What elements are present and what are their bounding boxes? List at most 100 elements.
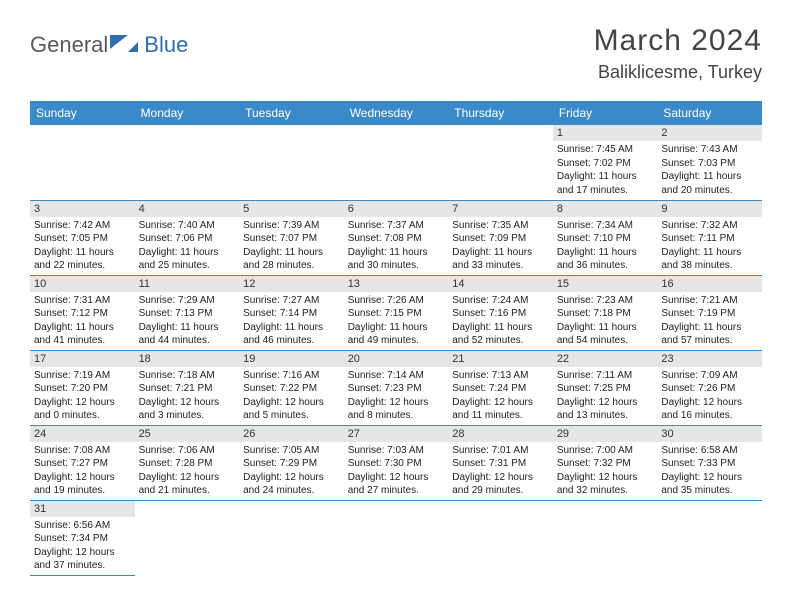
daylight-text: Daylight: 11 hours and 25 minutes.	[139, 246, 236, 273]
calendar-day-cell: 10Sunrise: 7:31 AMSunset: 7:12 PMDayligh…	[30, 275, 135, 350]
daylight-text: Daylight: 11 hours and 30 minutes.	[348, 246, 445, 273]
calendar-day-cell: 28Sunrise: 7:01 AMSunset: 7:31 PMDayligh…	[448, 425, 553, 500]
sunset-text: Sunset: 7:14 PM	[243, 307, 340, 321]
day-info: Sunrise: 7:05 AMSunset: 7:29 PMDaylight:…	[239, 442, 344, 498]
calendar-day-cell: 14Sunrise: 7:24 AMSunset: 7:16 PMDayligh…	[448, 275, 553, 350]
day-number: 9	[657, 201, 762, 217]
weekday-header: Saturday	[657, 101, 762, 125]
daylight-text: Daylight: 12 hours and 0 minutes.	[34, 396, 131, 423]
day-info: Sunrise: 7:27 AMSunset: 7:14 PMDaylight:…	[239, 292, 344, 348]
calendar-day-cell: 26Sunrise: 7:05 AMSunset: 7:29 PMDayligh…	[239, 425, 344, 500]
logo: General Blue	[30, 32, 188, 58]
sunrise-text: Sunrise: 7:27 AM	[243, 294, 340, 308]
sunrise-text: Sunrise: 7:06 AM	[139, 444, 236, 458]
sunrise-text: Sunrise: 7:29 AM	[139, 294, 236, 308]
calendar-day-cell: 21Sunrise: 7:13 AMSunset: 7:24 PMDayligh…	[448, 350, 553, 425]
day-info: Sunrise: 7:16 AMSunset: 7:22 PMDaylight:…	[239, 367, 344, 423]
calendar-day-cell: 18Sunrise: 7:18 AMSunset: 7:21 PMDayligh…	[135, 350, 240, 425]
day-info: Sunrise: 7:31 AMSunset: 7:12 PMDaylight:…	[30, 292, 135, 348]
calendar-body: 1Sunrise: 7:45 AMSunset: 7:02 PMDaylight…	[30, 125, 762, 575]
day-info: Sunrise: 7:03 AMSunset: 7:30 PMDaylight:…	[344, 442, 449, 498]
calendar-day-cell: 29Sunrise: 7:00 AMSunset: 7:32 PMDayligh…	[553, 425, 658, 500]
sunrise-text: Sunrise: 7:09 AM	[661, 369, 758, 383]
day-number: 13	[344, 276, 449, 292]
daylight-text: Daylight: 11 hours and 20 minutes.	[661, 170, 758, 197]
day-number: 28	[448, 426, 553, 442]
sunset-text: Sunset: 7:30 PM	[348, 457, 445, 471]
sunset-text: Sunset: 7:34 PM	[34, 532, 131, 546]
calendar-day-cell	[30, 125, 135, 200]
sunset-text: Sunset: 7:09 PM	[452, 232, 549, 246]
sunset-text: Sunset: 7:27 PM	[34, 457, 131, 471]
calendar-day-cell: 11Sunrise: 7:29 AMSunset: 7:13 PMDayligh…	[135, 275, 240, 350]
day-info: Sunrise: 7:32 AMSunset: 7:11 PMDaylight:…	[657, 217, 762, 273]
day-number: 17	[30, 351, 135, 367]
calendar-week-row: 1Sunrise: 7:45 AMSunset: 7:02 PMDaylight…	[30, 125, 762, 200]
month-title: March 2024	[594, 24, 762, 58]
day-number: 27	[344, 426, 449, 442]
sunrise-text: Sunrise: 7:24 AM	[452, 294, 549, 308]
day-info: Sunrise: 7:40 AMSunset: 7:06 PMDaylight:…	[135, 217, 240, 273]
calendar-week-row: 10Sunrise: 7:31 AMSunset: 7:12 PMDayligh…	[30, 275, 762, 350]
logo-sail-icon	[110, 35, 128, 49]
calendar-day-cell: 5Sunrise: 7:39 AMSunset: 7:07 PMDaylight…	[239, 200, 344, 275]
sunrise-text: Sunrise: 7:35 AM	[452, 219, 549, 233]
day-info: Sunrise: 7:09 AMSunset: 7:26 PMDaylight:…	[657, 367, 762, 423]
sunset-text: Sunset: 7:19 PM	[661, 307, 758, 321]
day-number: 1	[553, 125, 658, 141]
sunrise-text: Sunrise: 7:05 AM	[243, 444, 340, 458]
calendar-day-cell: 3Sunrise: 7:42 AMSunset: 7:05 PMDaylight…	[30, 200, 135, 275]
daylight-text: Daylight: 11 hours and 28 minutes.	[243, 246, 340, 273]
daylight-text: Daylight: 11 hours and 22 minutes.	[34, 246, 131, 273]
sunset-text: Sunset: 7:31 PM	[452, 457, 549, 471]
sunset-text: Sunset: 7:18 PM	[557, 307, 654, 321]
daylight-text: Daylight: 12 hours and 19 minutes.	[34, 471, 131, 498]
sunrise-text: Sunrise: 7:18 AM	[139, 369, 236, 383]
day-number: 16	[657, 276, 762, 292]
calendar-day-cell	[135, 125, 240, 200]
day-info: Sunrise: 7:29 AMSunset: 7:13 PMDaylight:…	[135, 292, 240, 348]
daylight-text: Daylight: 11 hours and 49 minutes.	[348, 321, 445, 348]
day-info: Sunrise: 7:01 AMSunset: 7:31 PMDaylight:…	[448, 442, 553, 498]
day-info: Sunrise: 7:21 AMSunset: 7:19 PMDaylight:…	[657, 292, 762, 348]
sunset-text: Sunset: 7:23 PM	[348, 382, 445, 396]
day-info: Sunrise: 7:26 AMSunset: 7:15 PMDaylight:…	[344, 292, 449, 348]
daylight-text: Daylight: 11 hours and 57 minutes.	[661, 321, 758, 348]
day-info: Sunrise: 7:14 AMSunset: 7:23 PMDaylight:…	[344, 367, 449, 423]
sunset-text: Sunset: 7:16 PM	[452, 307, 549, 321]
calendar-day-cell: 25Sunrise: 7:06 AMSunset: 7:28 PMDayligh…	[135, 425, 240, 500]
sunrise-text: Sunrise: 7:34 AM	[557, 219, 654, 233]
day-number: 26	[239, 426, 344, 442]
sunrise-text: Sunrise: 7:13 AM	[452, 369, 549, 383]
sunrise-text: Sunrise: 7:11 AM	[557, 369, 654, 383]
day-info: Sunrise: 7:13 AMSunset: 7:24 PMDaylight:…	[448, 367, 553, 423]
location: Baliklicesme, Turkey	[594, 62, 762, 83]
sunrise-text: Sunrise: 7:23 AM	[557, 294, 654, 308]
daylight-text: Daylight: 11 hours and 38 minutes.	[661, 246, 758, 273]
calendar-day-cell: 31Sunrise: 6:56 AMSunset: 7:34 PMDayligh…	[30, 500, 135, 575]
daylight-text: Daylight: 11 hours and 17 minutes.	[557, 170, 654, 197]
daylight-text: Daylight: 12 hours and 5 minutes.	[243, 396, 340, 423]
sunrise-text: Sunrise: 7:00 AM	[557, 444, 654, 458]
daylight-text: Daylight: 12 hours and 8 minutes.	[348, 396, 445, 423]
sunset-text: Sunset: 7:25 PM	[557, 382, 654, 396]
calendar-day-cell: 19Sunrise: 7:16 AMSunset: 7:22 PMDayligh…	[239, 350, 344, 425]
day-info: Sunrise: 7:08 AMSunset: 7:27 PMDaylight:…	[30, 442, 135, 498]
calendar-day-cell: 23Sunrise: 7:09 AMSunset: 7:26 PMDayligh…	[657, 350, 762, 425]
day-number: 8	[553, 201, 658, 217]
sunrise-text: Sunrise: 7:19 AM	[34, 369, 131, 383]
daylight-text: Daylight: 11 hours and 33 minutes.	[452, 246, 549, 273]
header: General Blue March 2024 Baliklicesme, Tu…	[30, 24, 762, 83]
day-number: 6	[344, 201, 449, 217]
day-number: 19	[239, 351, 344, 367]
daylight-text: Daylight: 12 hours and 11 minutes.	[452, 396, 549, 423]
sunrise-text: Sunrise: 7:32 AM	[661, 219, 758, 233]
day-number: 7	[448, 201, 553, 217]
day-info: Sunrise: 7:45 AMSunset: 7:02 PMDaylight:…	[553, 141, 658, 197]
daylight-text: Daylight: 11 hours and 46 minutes.	[243, 321, 340, 348]
sunrise-text: Sunrise: 7:01 AM	[452, 444, 549, 458]
calendar-day-cell	[657, 500, 762, 575]
sunset-text: Sunset: 7:28 PM	[139, 457, 236, 471]
day-number: 14	[448, 276, 553, 292]
sunrise-text: Sunrise: 7:16 AM	[243, 369, 340, 383]
